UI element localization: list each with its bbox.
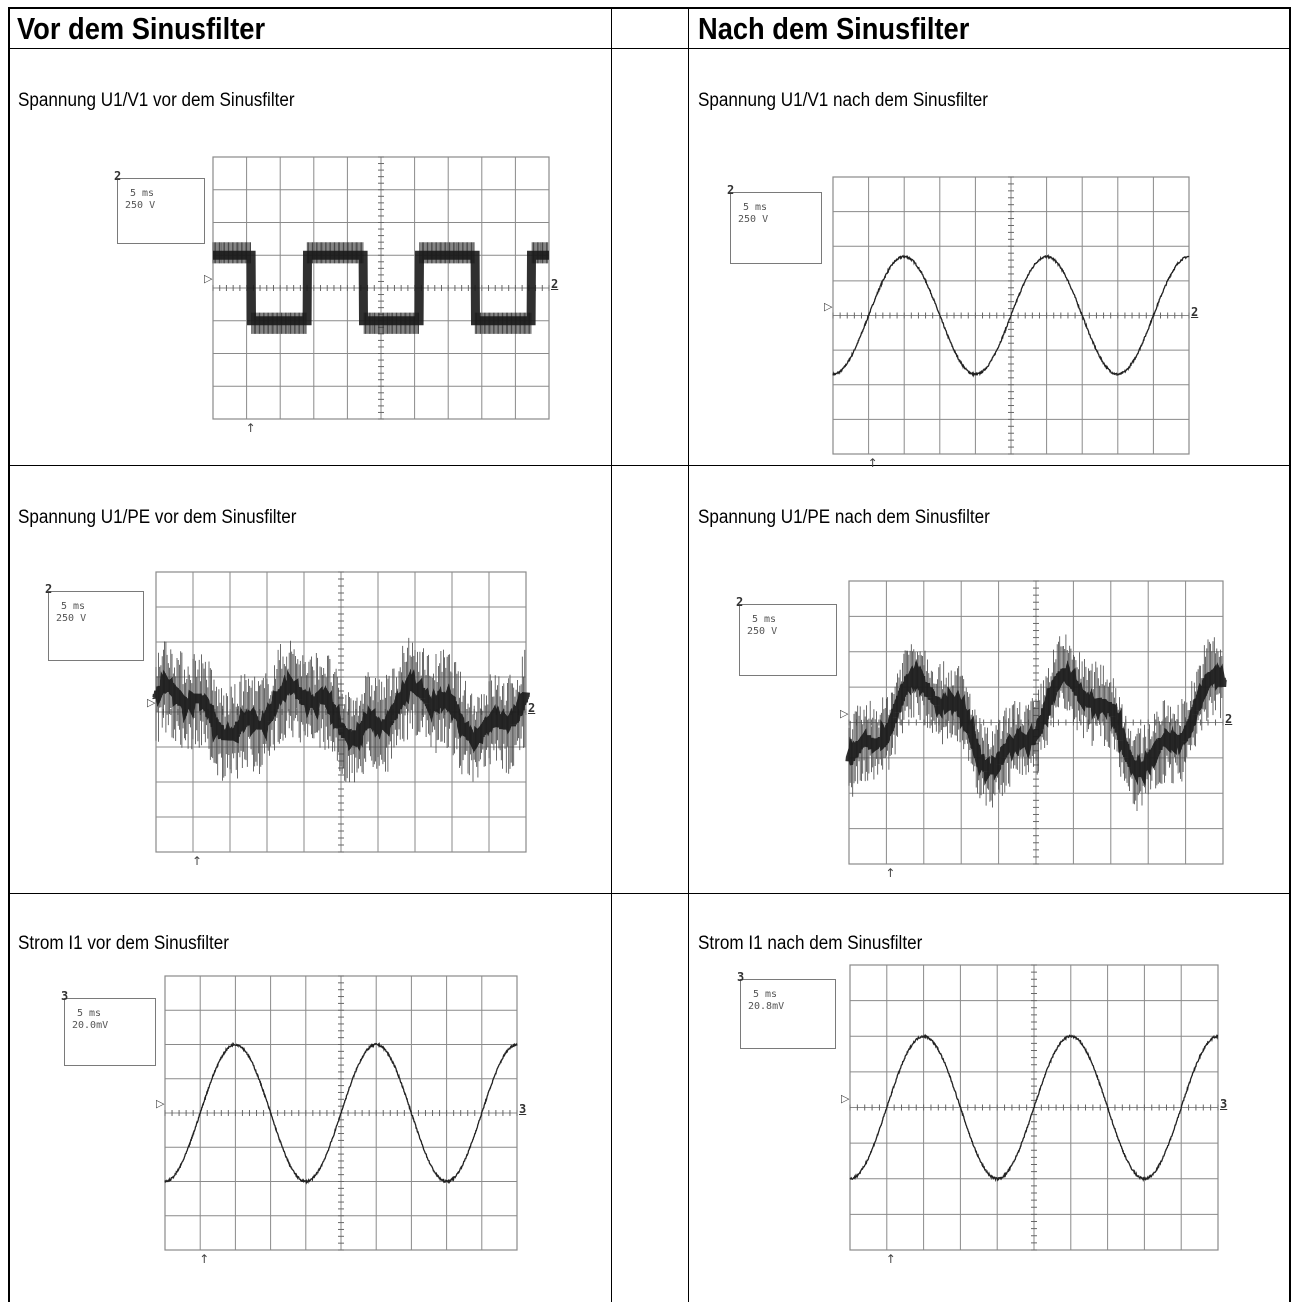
caption-u1v1-nach: Spannung U1/V1 nach dem Sinusfilter: [698, 90, 988, 111]
axis-ticks-i1-nach: [849, 964, 1219, 1251]
caption-u1v1-vor: Spannung U1/V1 vor dem Sinusfilter: [18, 90, 295, 111]
channel-number: 2: [45, 582, 53, 596]
channel-marker: 2: [1225, 711, 1233, 726]
grid-i1-vor: [164, 975, 518, 1251]
settings-box: [730, 192, 822, 264]
scale-label: 250 V: [747, 626, 778, 637]
table-border-right: [1289, 7, 1291, 1302]
axis-ticks-u1pe-vor: [155, 571, 527, 853]
channel-number: 3: [61, 989, 69, 1003]
trace-noise: [848, 634, 1223, 811]
trigger-marker-icon: ▷: [204, 272, 213, 285]
channel-marker: 3: [519, 1102, 527, 1116]
grid-frame: [849, 964, 1219, 1251]
channel-marker: 3: [1220, 1096, 1228, 1111]
channel-number: 3: [737, 970, 745, 984]
grid-i1-nach: [849, 964, 1219, 1251]
timebase-label: 5 ms: [61, 601, 86, 612]
scale-label: 250 V: [125, 200, 156, 211]
grid-frame: [848, 580, 1224, 865]
trace-u1pe-vor: [152, 637, 530, 783]
trace-i1-vor: [164, 1041, 518, 1185]
settings-box: [48, 591, 144, 661]
settings-box: [740, 979, 836, 1049]
grid-u1pe-nach: [848, 580, 1224, 865]
scale-label: 20.0mV: [72, 1020, 109, 1031]
timebase-label: 5 ms: [130, 188, 155, 199]
channel-marker: 2: [1191, 304, 1199, 319]
trace-u1pe-nach: [845, 634, 1227, 811]
trace-band: [845, 659, 1227, 787]
grid-frame: [832, 176, 1190, 455]
header-vor: Vor dem Sinusfilter: [17, 11, 266, 46]
axis-ticks-u1v1-nach: [832, 176, 1190, 455]
trigger-marker-icon: ▷: [841, 1091, 850, 1105]
timebase-label: 5 ms: [743, 202, 768, 213]
trigger-marker-icon: ▷: [147, 696, 156, 709]
grid-frame: [164, 975, 518, 1251]
trigger-marker-icon: ▷: [824, 299, 833, 313]
trace-i1-nach: [849, 1033, 1219, 1183]
settings-box: [739, 604, 837, 676]
trace-u1v1-vor: [212, 242, 549, 334]
trigger-arrow-icon: ↑: [885, 866, 896, 880]
channel-number: 2: [114, 169, 122, 183]
caption-i1-nach: Strom I1 nach dem Sinusfilter: [698, 933, 923, 954]
grid-u1v1-vor: [212, 156, 550, 420]
trace-u1v1-nach: [832, 253, 1190, 378]
caption-i1-vor: Strom I1 vor dem Sinusfilter: [18, 933, 229, 954]
grid-frame: [155, 571, 527, 853]
settings-box: [117, 178, 205, 244]
trigger-marker-icon: ▷: [840, 706, 849, 720]
trigger-arrow-icon: ↑: [192, 854, 203, 868]
caption-u1pe-nach: Spannung U1/PE nach dem Sinusfilter: [698, 507, 990, 528]
trace-line: [849, 1033, 1219, 1183]
trace-line: [832, 253, 1190, 378]
trace-noise: [155, 637, 526, 783]
channel-marker: 2: [528, 701, 536, 715]
trace-band: [152, 668, 530, 754]
scale-label: 20.8mV: [748, 1001, 785, 1012]
timebase-label: 5 ms: [752, 614, 777, 625]
channel-number: 2: [736, 595, 744, 609]
channel-number: 2: [727, 183, 735, 197]
trace-line: [164, 1041, 518, 1185]
trigger-marker-icon: ▷: [156, 1097, 165, 1110]
trace-band: [213, 250, 549, 326]
scale-label: 250 V: [738, 214, 769, 225]
table-border-left: [8, 7, 10, 1302]
timebase-label: 5 ms: [753, 989, 778, 1000]
table-line-row1: [8, 465, 1291, 466]
axis-ticks-u1pe-nach: [848, 580, 1224, 865]
trigger-arrow-icon: ↑: [245, 421, 256, 435]
grid-u1v1-nach: [832, 176, 1190, 455]
trigger-arrow-icon: ↑: [867, 456, 878, 470]
trigger-arrow-icon: ↑: [885, 1252, 896, 1266]
axis-ticks-u1v1-vor: [212, 156, 550, 420]
grid-frame: [212, 156, 550, 420]
header-nach: Nach dem Sinusfilter: [698, 11, 970, 46]
caption-u1pe-vor: Spannung U1/PE vor dem Sinusfilter: [18, 507, 297, 528]
axis-ticks-i1-vor: [164, 975, 518, 1251]
trace-pulses: [212, 242, 549, 334]
trigger-arrow-icon: ↑: [199, 1252, 210, 1266]
table-line-row2: [8, 893, 1291, 894]
grid-u1pe-vor: [155, 571, 527, 853]
table-divider-1: [611, 7, 612, 1302]
scale-label: 250 V: [56, 613, 87, 624]
settings-box: [64, 998, 156, 1066]
channel-marker: 2: [551, 277, 559, 291]
table-border-top: [8, 7, 1291, 9]
timebase-label: 5 ms: [77, 1008, 102, 1019]
table-line-header: [8, 48, 1291, 49]
table-divider-2: [688, 7, 689, 1302]
